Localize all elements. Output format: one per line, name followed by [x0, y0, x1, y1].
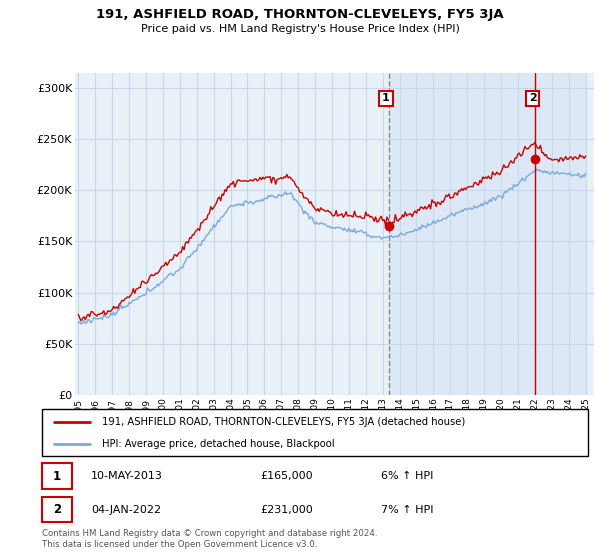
Text: £165,000: £165,000	[260, 471, 313, 481]
Text: 1: 1	[382, 94, 390, 104]
Text: 1: 1	[53, 469, 61, 483]
Text: 2: 2	[53, 503, 61, 516]
Text: Contains HM Land Registry data © Crown copyright and database right 2024.
This d: Contains HM Land Registry data © Crown c…	[42, 529, 377, 549]
Bar	[389, 73, 586, 395]
Text: 6% ↑ HPI: 6% ↑ HPI	[380, 471, 433, 481]
Text: 191, ASHFIELD ROAD, THORNTON-CLEVELEYS, FY5 3JA (detached house): 191, ASHFIELD ROAD, THORNTON-CLEVELEYS, …	[102, 417, 466, 427]
Text: £231,000: £231,000	[260, 505, 313, 515]
Text: 04-JAN-2022: 04-JAN-2022	[91, 505, 161, 515]
Text: 7% ↑ HPI: 7% ↑ HPI	[380, 505, 433, 515]
Bar	[42, 463, 72, 489]
Text: 191, ASHFIELD ROAD, THORNTON-CLEVELEYS, FY5 3JA: 191, ASHFIELD ROAD, THORNTON-CLEVELEYS, …	[96, 8, 504, 21]
Text: HPI: Average price, detached house, Blackpool: HPI: Average price, detached house, Blac…	[102, 438, 335, 449]
Text: 2: 2	[529, 94, 536, 104]
Bar	[42, 497, 72, 522]
Text: 10-MAY-2013: 10-MAY-2013	[91, 471, 163, 481]
Text: Price paid vs. HM Land Registry's House Price Index (HPI): Price paid vs. HM Land Registry's House …	[140, 24, 460, 34]
